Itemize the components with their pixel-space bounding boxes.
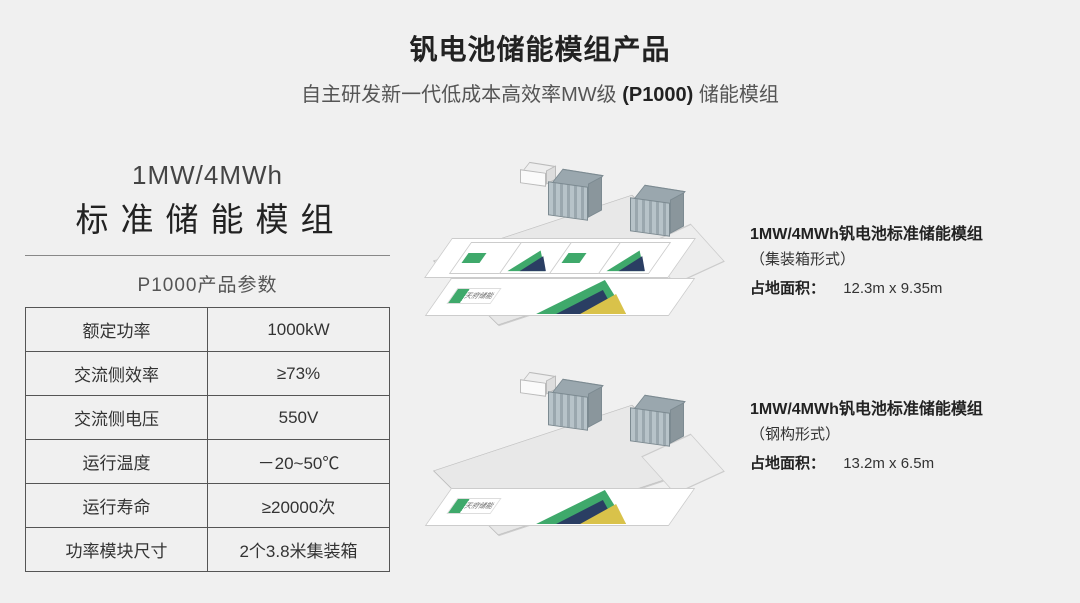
platform-1: 天府储能 — [430, 160, 710, 330]
variant2-form: （钢构形式） — [750, 423, 1060, 444]
variant1-title: 1MW/4MWh钒电池标准储能模组 — [750, 220, 1060, 244]
spec-value: 1000kW — [208, 308, 390, 352]
label-variant-2: 1MW/4MWh钒电池标准储能模组 （钢构形式） 占地面积： 13.2m x 6… — [750, 395, 1060, 473]
left-panel: 1MW/4MWh 标准储能模组 P1000产品参数 额定功率1000kW交流侧效… — [25, 160, 390, 572]
table-caption: P1000产品参数 — [25, 256, 390, 307]
illustration-steel-form: 天府储能 — [430, 370, 730, 540]
spec-value: －20~50℃ — [208, 440, 390, 484]
spec-value: 550V — [208, 396, 390, 440]
spec-key: 运行寿命 — [26, 484, 208, 528]
spec-key: 额定功率 — [26, 308, 208, 352]
table-row: 运行温度－20~50℃ — [26, 440, 390, 484]
variant1-area-label: 占地面积： — [750, 280, 825, 297]
table-row: 额定功率1000kW — [26, 308, 390, 352]
spec-key: 运行温度 — [26, 440, 208, 484]
platform-2: 天府储能 — [430, 370, 710, 540]
spec-value: ≥20000次 — [208, 484, 390, 528]
page-title: 钒电池储能模组产品 — [0, 28, 1080, 68]
spec-key: 功率模块尺寸 — [26, 528, 208, 572]
subtitle-pre: 自主研发新一代低成本高效率MW级 — [301, 84, 617, 106]
table-row: 交流侧电压550V — [26, 396, 390, 440]
subtitle: 自主研发新一代低成本高效率MW级 (P1000) 储能模组 — [0, 78, 1080, 107]
variant2-title: 1MW/4MWh钒电池标准储能模组 — [750, 395, 1060, 419]
variant2-area-label: 占地面积： — [750, 455, 825, 472]
header: 钒电池储能模组产品 自主研发新一代低成本高效率MW级 (P1000) 储能模组 — [0, 0, 1080, 107]
variant1-form: （集装箱形式） — [750, 248, 1060, 269]
subtitle-post: 储能模组 — [699, 84, 779, 106]
spec-value: 2个3.8米集装箱 — [208, 528, 390, 572]
variant2-area-value: 13.2m x 6.5m — [843, 455, 934, 472]
spec-table: 额定功率1000kW交流侧效率≥73%交流侧电压550V运行温度－20~50℃运… — [25, 307, 390, 572]
table-row: 运行寿命≥20000次 — [26, 484, 390, 528]
spec-value: ≥73% — [208, 352, 390, 396]
capacity-line: 1MW/4MWh — [25, 160, 390, 191]
module-name: 标准储能模组 — [31, 193, 390, 241]
subtitle-bold: (P1000) — [622, 84, 693, 106]
content: 1MW/4MWh 标准储能模组 P1000产品参数 额定功率1000kW交流侧效… — [0, 150, 1080, 600]
spec-key: 交流侧效率 — [26, 352, 208, 396]
table-row: 功率模块尺寸2个3.8米集装箱 — [26, 528, 390, 572]
illustration-container-form: 天府储能 — [430, 160, 730, 330]
spec-key: 交流侧电压 — [26, 396, 208, 440]
table-row: 交流侧效率≥73% — [26, 352, 390, 396]
variant1-area-value: 12.3m x 9.35m — [843, 280, 942, 297]
label-variant-1: 1MW/4MWh钒电池标准储能模组 （集装箱形式） 占地面积： 12.3m x … — [750, 220, 1060, 298]
